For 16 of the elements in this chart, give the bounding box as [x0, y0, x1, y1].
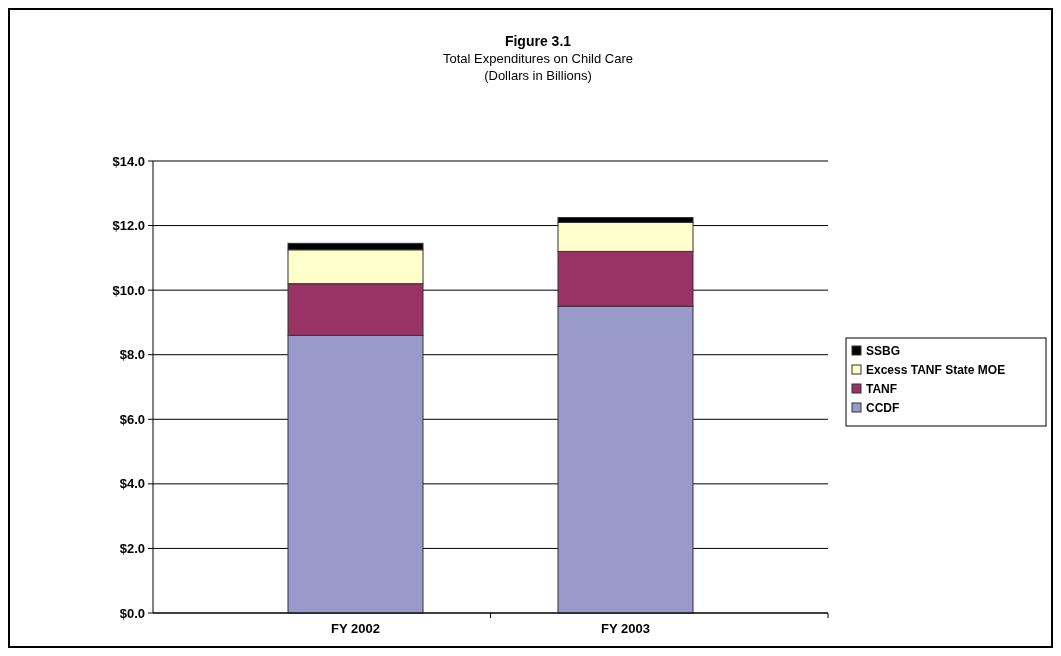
y-tick-label: $2.0	[119, 540, 145, 556]
legend-label: TANF	[866, 382, 898, 397]
y-tick-label: $10.0	[112, 282, 145, 298]
y-tick-label: $12.0	[112, 218, 145, 234]
y-tick-label: $14.0	[112, 153, 145, 169]
y-tick-label: $0.0	[119, 605, 145, 621]
y-tick-label: $6.0	[119, 411, 145, 427]
legend-label: Excess TANF State MOE	[866, 363, 1006, 378]
chart-subtitle: Total Expenditures on Child Care (Dollars in Billions)	[442, 51, 634, 83]
x-tick-label: FY 2002	[331, 621, 380, 636]
legend-label: CCDF	[866, 401, 900, 416]
chart-title: Figure 3.1	[504, 33, 572, 49]
legend-label: SSBG	[866, 344, 901, 359]
y-tick-label: $8.0	[119, 347, 145, 363]
x-tick-label: FY 2003	[601, 621, 650, 636]
y-tick-label: $4.0	[119, 476, 145, 492]
